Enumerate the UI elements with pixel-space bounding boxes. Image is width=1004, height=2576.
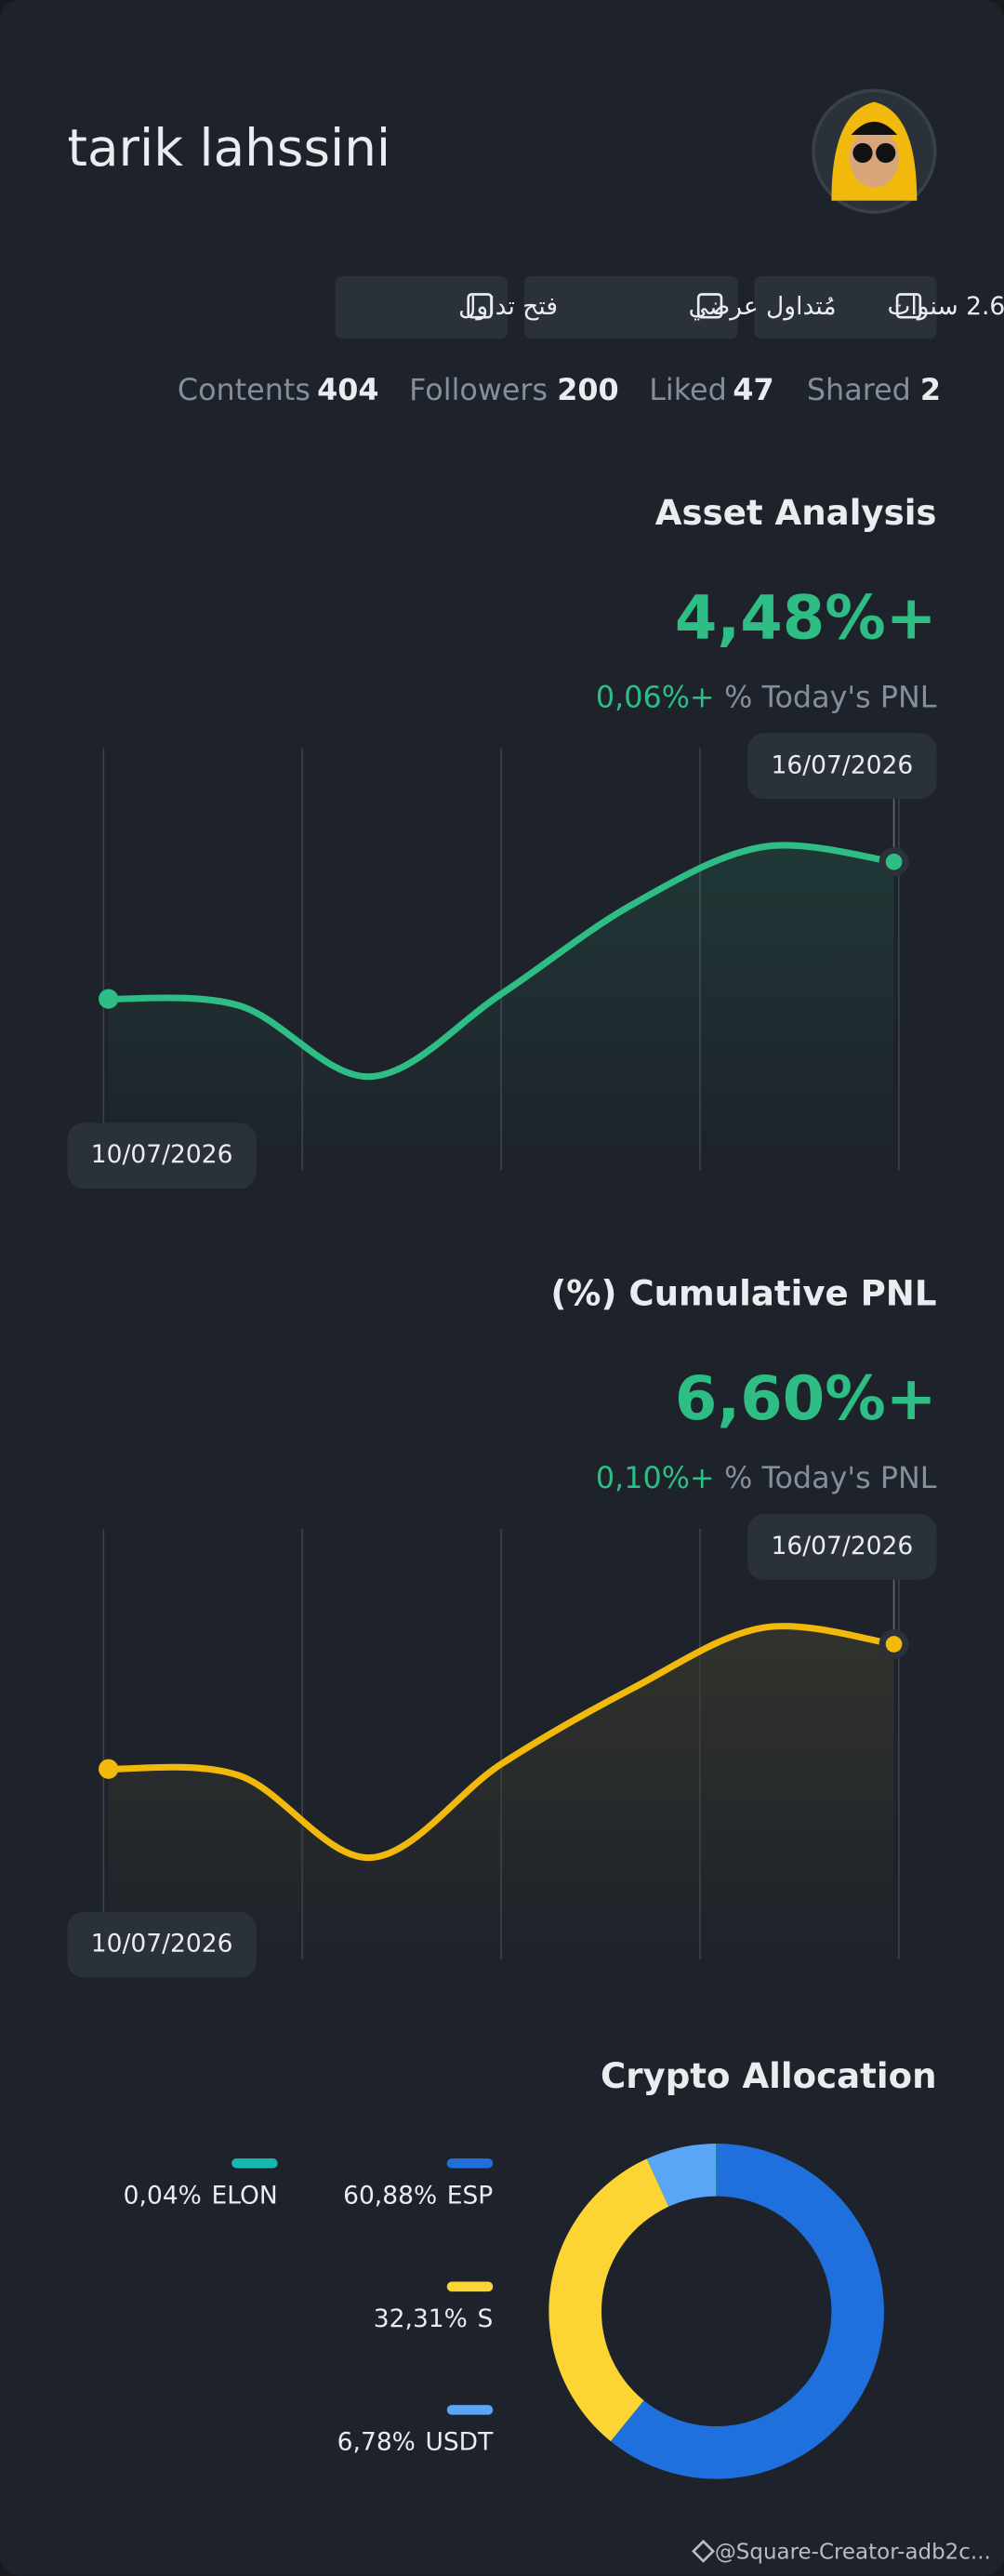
today-label: % Today's PNL <box>724 679 937 714</box>
tooltip-date: 16/07/2026 <box>772 750 914 779</box>
stat-label: Liked <box>649 372 727 407</box>
line <box>105 842 898 1081</box>
badge-icon <box>467 293 493 319</box>
stat-label: Contents <box>178 372 310 407</box>
today-label: % Today's PNL <box>724 1460 937 1495</box>
badges: 2.6 سنوات مُتداول عرضي فتح تداول <box>335 276 1004 339</box>
allocation-title: Crypto Allocation <box>601 2056 937 2096</box>
end-dot <box>885 1636 903 1653</box>
charts: Asset Analysis 4,48%+ 0,06%+ % Today's PNL 1… <box>67 493 937 1978</box>
badge-box <box>754 276 937 339</box>
start-dot <box>99 989 119 1009</box>
stat-value: 47 <box>733 372 773 407</box>
footer-handle: @Square-Creator-adb2c... <box>715 2541 991 2565</box>
legend-name: ESP <box>447 2181 494 2210</box>
tooltip-box <box>747 733 937 800</box>
badge[interactable]: فتح تداول <box>335 276 558 339</box>
donut-segment <box>646 2144 717 2207</box>
stat-value: 2 <box>920 372 941 407</box>
badge-box <box>523 276 738 339</box>
start-dot <box>99 1759 119 1779</box>
badge-icon <box>696 293 723 319</box>
legend-value: 32,31% <box>374 2304 468 2333</box>
today-value: 0,10%+ <box>596 1460 715 1495</box>
legend-name: ELON <box>211 2181 277 2210</box>
tooltip-box <box>67 1911 257 1978</box>
today-pnl: 0,06%+ % Today's PNL <box>596 679 937 714</box>
legend-name: USDT <box>425 2427 494 2456</box>
tooltip-box <box>747 1514 937 1580</box>
badge-text: فتح تداول <box>458 292 558 321</box>
footer: @Square-Creator-adb2c... <box>692 2539 991 2565</box>
legend-value: 6,78% <box>337 2427 416 2456</box>
legend-value: 60,88% <box>343 2181 437 2210</box>
tooltip-date: 10/07/2026 <box>91 1140 233 1169</box>
today-pnl: 0,10%+ % Today's PNL <box>596 1460 937 1495</box>
section-title: (%) Cumulative PNL <box>550 1273 936 1313</box>
legend-swatch <box>446 2281 494 2292</box>
badge-box <box>335 276 509 339</box>
stat-label: Followers <box>409 372 548 407</box>
legend-entry: 0,04% ELON <box>124 2181 278 2210</box>
avatar[interactable] <box>812 88 937 214</box>
badge-text: 2.6 سنوات <box>888 292 1004 321</box>
legend-swatch <box>446 2405 494 2415</box>
section-title: Asset Analysis <box>655 493 937 533</box>
user-name: tarik lahssini <box>67 118 390 178</box>
stat-label: Shared <box>807 372 911 407</box>
allocation: Crypto Allocation 60,88% ESP 32,31% S 6,78% U… <box>124 2056 937 2479</box>
badge[interactable]: مُتداول عرضي <box>523 276 837 339</box>
stat-value: 404 <box>317 372 378 407</box>
tooltip-date: 10/07/2026 <box>91 1930 233 1959</box>
area <box>108 1626 894 1957</box>
legend-swatch <box>231 2158 278 2169</box>
legend-name: S <box>477 2304 493 2333</box>
donut-segment <box>610 2144 884 2479</box>
stats: Contents 404 Followers 200 Liked 47 Shared 2 <box>178 372 941 407</box>
stat-value: 200 <box>557 372 618 407</box>
tooltip-date: 16/07/2026 <box>772 1532 914 1560</box>
end-dot <box>885 853 903 870</box>
today-value: 0,06%+ <box>596 679 715 714</box>
donut-segment <box>548 2158 669 2442</box>
area <box>108 844 894 1168</box>
line <box>105 1623 898 1862</box>
badge-icon <box>895 293 922 319</box>
legend-value: 0,04% <box>124 2181 202 2210</box>
badge-text: مُتداول عرضي <box>689 292 837 321</box>
total-pnl: 6,60%+ <box>675 1363 937 1434</box>
legend-entry: 32,31% S <box>374 2304 493 2333</box>
legend-entry: 60,88% ESP <box>343 2181 493 2210</box>
total-pnl: 4,48%+ <box>675 582 937 653</box>
legend-swatch <box>446 2158 494 2169</box>
legend-entry: 6,78% USDT <box>337 2427 494 2456</box>
tooltip-box <box>67 1122 257 1189</box>
badge[interactable]: 2.6 سنوات <box>754 276 1004 339</box>
